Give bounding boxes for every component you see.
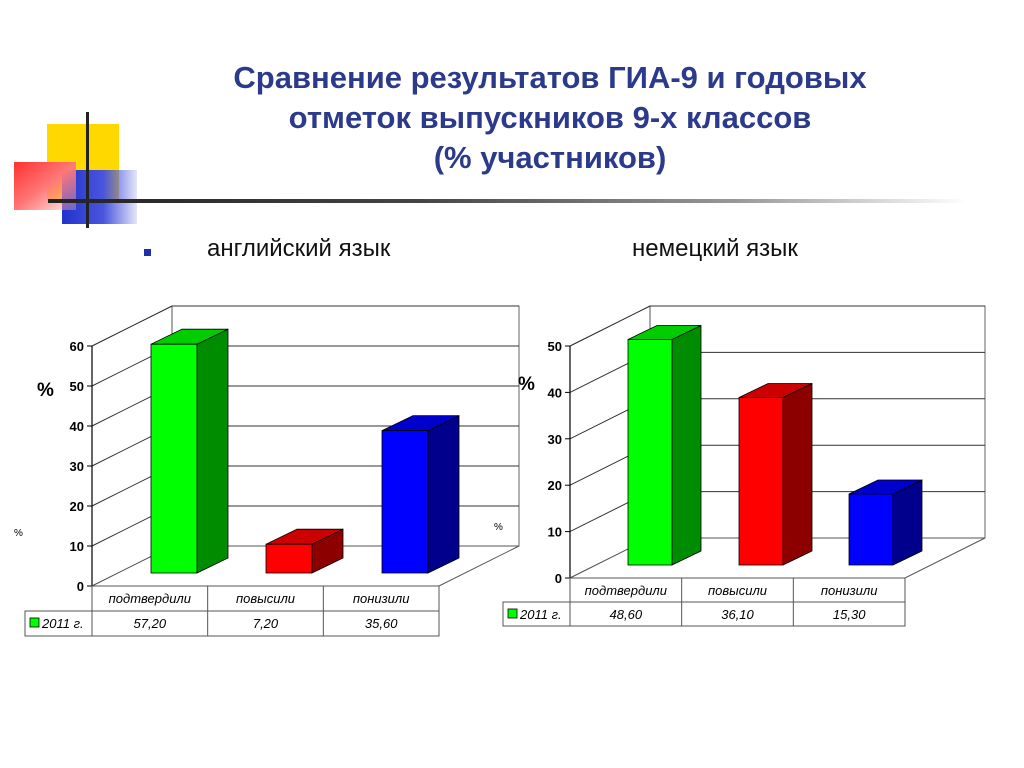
bar-side-face: [782, 382, 813, 566]
category-label: понизили: [353, 591, 410, 606]
legend-series-name: 2011 г.: [519, 607, 562, 622]
title-line-2: отметок выпускников 9-х классов: [288, 100, 812, 135]
table-header-row: [91, 585, 440, 612]
value-label: 57,20: [134, 616, 167, 631]
bullet-square-icon: [144, 249, 151, 256]
bar-front-face: [627, 339, 673, 566]
bar-side-face: [892, 479, 923, 566]
bar-front-face: [381, 430, 429, 574]
bar-front-face: [738, 397, 784, 566]
y-tick-label: 40: [70, 419, 84, 434]
bar-1: [150, 328, 229, 574]
bar-side-face: [427, 414, 460, 574]
category-label: подтвердили: [585, 583, 667, 598]
category-label: повысили: [236, 591, 295, 606]
table-value-row: [24, 610, 440, 637]
y-tick-label: 20: [548, 478, 562, 493]
y-tick-label: 0: [555, 571, 562, 586]
bar-side-face: [196, 328, 229, 574]
bar-front-face: [265, 543, 313, 574]
y-tick-label: 10: [70, 539, 84, 554]
y-tick-label: 50: [548, 339, 562, 354]
deco-horizontal-line: [48, 199, 968, 203]
table-header-row: [569, 577, 906, 603]
chart-1-subtitle: английский язык: [207, 235, 391, 262]
y-tick-label: 30: [548, 432, 562, 447]
side-percent-label: %: [494, 522, 503, 533]
bar-side-face: [671, 324, 702, 566]
slide-title: Сравнение результатов ГИА-9 и годовых от…: [150, 58, 950, 178]
chart-2: 0 10 20 30 40 50%% подтвердили 48,60 повысили 36,…: [494, 305, 986, 627]
bar-2: [738, 382, 813, 566]
title-line-1: Сравнение результатов ГИА-9 и годовых: [233, 60, 867, 95]
category-label: подтвердили: [109, 591, 191, 606]
y-tick-label: 50: [70, 379, 84, 394]
gridline: [569, 305, 985, 347]
title-line-3: (% участников): [433, 140, 667, 175]
side-percent-label: %: [14, 528, 23, 539]
deco-vertical-line: [86, 112, 89, 228]
bar-3: [381, 414, 460, 574]
value-label: 15,30: [833, 607, 866, 622]
bar-front-face: [848, 493, 894, 566]
value-label: 48,60: [610, 607, 643, 622]
bar-3: [848, 479, 923, 566]
bar-front-face: [150, 343, 198, 574]
y-tick-label: 20: [70, 499, 84, 514]
category-label: повысили: [708, 583, 767, 598]
gridline: [91, 305, 519, 347]
y-tick-label: 40: [548, 385, 562, 400]
category-label: понизили: [821, 583, 878, 598]
y-tick-label: 30: [70, 459, 84, 474]
legend-swatch-icon: [29, 617, 40, 628]
legend-series-name: 2011 г.: [41, 616, 84, 631]
legend-swatch-icon: [507, 608, 518, 619]
y-axis-label: %: [37, 380, 54, 401]
y-tick-label: 10: [548, 525, 562, 540]
data-table: подтвердили 48,60 повысили 36,10 понизили 15,…: [502, 577, 906, 627]
value-label: 35,60: [365, 616, 398, 631]
y-axis-label: %: [518, 374, 535, 395]
bar-1: [627, 324, 702, 566]
value-label: 36,10: [721, 607, 754, 622]
chart-1: 0 10 20 30 40 50 60%% подтвердили 57,20 повысили 7…: [14, 305, 520, 637]
y-tick-label: 0: [77, 579, 84, 594]
y-tick-label: 60: [70, 339, 84, 354]
data-table: подтвердили 57,20 повысили 7,20 понизили 35,6…: [24, 585, 440, 637]
chart-2-subtitle: немецкий язык: [632, 235, 798, 262]
value-label: 7,20: [253, 616, 279, 631]
bar-2: [265, 528, 344, 574]
